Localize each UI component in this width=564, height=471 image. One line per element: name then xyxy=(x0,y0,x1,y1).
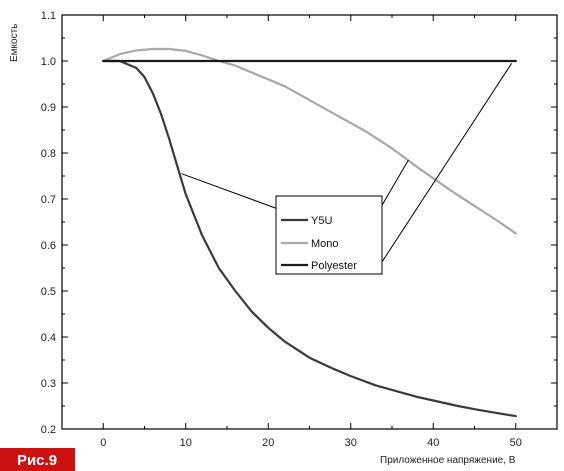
leader-line-polyester xyxy=(380,63,512,265)
legend: Y5U Mono Polyester xyxy=(276,196,382,274)
x-tick-label: 20 xyxy=(262,437,274,449)
y-tick-label: 0.8 xyxy=(41,148,56,160)
x-axis-label: Приложенное напряжение, В xyxy=(380,455,516,466)
y-tick-label: 0.4 xyxy=(41,332,56,344)
x-tick-label: 50 xyxy=(510,437,522,449)
x-tick-label: 0 xyxy=(100,437,106,449)
y-tick-label: 1.1 xyxy=(41,10,56,22)
y-tick-label: 0.2 xyxy=(41,424,56,436)
legend-label-y5u: Y5U xyxy=(311,215,332,227)
y-tick-label: 0.6 xyxy=(41,240,56,252)
y-tick-label: 1.0 xyxy=(41,56,56,68)
y-axis-label: Емкость xyxy=(9,24,20,62)
y-tick-label: 0.9 xyxy=(41,102,56,114)
figure-label: Рис.9 xyxy=(17,452,57,469)
x-tick-label: 10 xyxy=(180,437,192,449)
y-tick-label: 0.7 xyxy=(41,194,56,206)
y-tick-label: 0.3 xyxy=(41,378,56,390)
y-tick-label: 0.5 xyxy=(41,286,56,298)
x-tick-label: 40 xyxy=(427,437,439,449)
x-tick-label: 30 xyxy=(345,437,357,449)
legend-label-mono: Mono xyxy=(311,238,339,250)
legend-label-polyester: Polyester xyxy=(311,260,357,272)
